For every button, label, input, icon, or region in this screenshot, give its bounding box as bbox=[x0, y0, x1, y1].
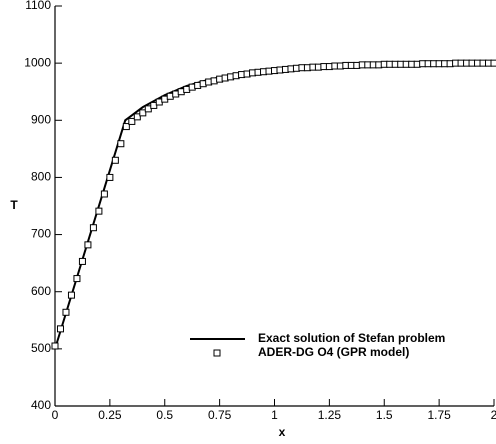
square-marker bbox=[139, 109, 147, 117]
square-marker bbox=[78, 257, 86, 265]
x-tick-label: 0.75 bbox=[208, 408, 232, 422]
y-tick-label: 700 bbox=[31, 227, 51, 241]
x-tick-label: 0.5 bbox=[156, 408, 173, 422]
square-marker bbox=[73, 275, 81, 283]
square-marker bbox=[89, 224, 97, 232]
x-axis-label: x bbox=[279, 425, 286, 439]
square-marker bbox=[128, 117, 136, 125]
y-tick-label: 1000 bbox=[24, 55, 51, 69]
x-tick-label: 1 bbox=[271, 408, 278, 422]
y-axis-label: T bbox=[10, 198, 18, 212]
y-tick-label: 500 bbox=[31, 341, 51, 355]
square-marker bbox=[56, 325, 64, 333]
square-marker bbox=[117, 140, 125, 148]
square-marker bbox=[111, 156, 119, 164]
y-tick-label: 900 bbox=[31, 112, 51, 126]
x-tick-label: 0.25 bbox=[98, 408, 122, 422]
legend-label: ADER-DG O4 (GPR model) bbox=[258, 345, 409, 359]
y-tick-label: 800 bbox=[31, 170, 51, 184]
square-marker bbox=[133, 113, 141, 121]
square-marker bbox=[106, 173, 114, 181]
x-tick-label: 0 bbox=[52, 408, 59, 422]
square-marker bbox=[122, 123, 130, 131]
y-tick-label: 400 bbox=[31, 398, 51, 412]
legend-label: Exact solution of Stefan problem bbox=[258, 331, 445, 345]
legend-marker bbox=[213, 349, 221, 357]
square-marker bbox=[62, 308, 70, 316]
square-marker bbox=[67, 291, 75, 299]
y-tick-label: 600 bbox=[31, 284, 51, 298]
square-marker bbox=[490, 59, 496, 67]
x-tick-label: 1.75 bbox=[427, 408, 451, 422]
y-tick-label: 1100 bbox=[25, 0, 51, 12]
square-marker bbox=[51, 342, 59, 350]
square-marker bbox=[100, 190, 108, 198]
square-marker bbox=[95, 207, 103, 215]
square-marker bbox=[84, 241, 92, 249]
x-tick-label: 1.25 bbox=[318, 408, 342, 422]
exact-line bbox=[54, 62, 495, 350]
x-tick-label: 2 bbox=[491, 408, 496, 422]
x-tick-label: 1.5 bbox=[376, 408, 393, 422]
